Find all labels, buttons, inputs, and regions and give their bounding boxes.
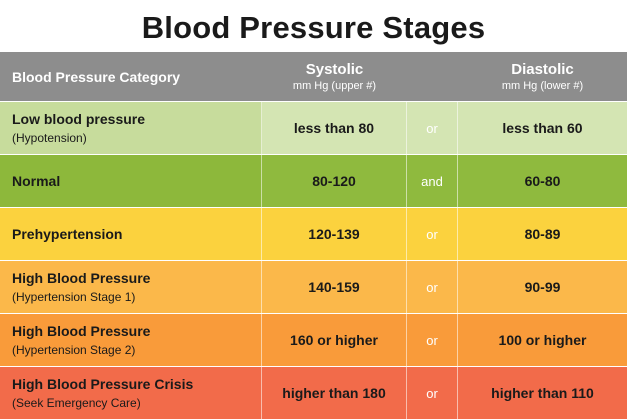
joiner-cell: and [407, 155, 458, 207]
diastolic-value: 80-89 [524, 226, 561, 242]
joiner-text: or [426, 332, 438, 348]
systolic-cell: 120-139 [262, 208, 407, 260]
category-cell: Low blood pressure (Hypotension) [0, 102, 262, 154]
header-systolic-cell: Systolic mm Hg (upper #) [262, 52, 407, 101]
category-name: Prehypertension [12, 226, 123, 242]
joiner-cell: or [407, 314, 458, 366]
header-category: Blood Pressure Category [12, 68, 181, 85]
category-cell: High Blood Pressure Crisis (Seek Emergen… [0, 367, 262, 419]
diastolic-cell: higher than 110 [458, 367, 627, 419]
header-category-cell: Blood Pressure Category [0, 52, 262, 101]
joiner-cell: or [407, 102, 458, 154]
systolic-value: 160 or higher [290, 332, 378, 348]
header-diastolic: Diastolic [511, 60, 574, 78]
systolic-value: 80-120 [312, 173, 356, 189]
category-subtitle: (Hypertension Stage 2) [12, 343, 136, 357]
page-title: Blood Pressure Stages [141, 10, 486, 45]
diastolic-value: 90-99 [524, 279, 561, 295]
systolic-cell: less than 80 [262, 102, 407, 154]
diastolic-cell: 80-89 [458, 208, 627, 260]
category-subtitle: (Hypertension Stage 1) [12, 290, 136, 304]
systolic-cell: 160 or higher [262, 314, 407, 366]
category-name: High Blood Pressure [12, 323, 151, 339]
joiner-cell: or [407, 208, 458, 260]
diastolic-value: 60-80 [524, 173, 561, 189]
header-diastolic-cell: Diastolic mm Hg (lower #) [458, 52, 627, 101]
table-row-prehypertension: Prehypertension 120-139 or 80-89 [0, 208, 627, 261]
systolic-cell: 80-120 [262, 155, 407, 207]
header-systolic-unit: mm Hg (upper #) [292, 79, 377, 92]
header-joiner-cell [407, 52, 458, 101]
joiner-cell: or [407, 261, 458, 313]
diastolic-cell: 90-99 [458, 261, 627, 313]
joiner-text: or [426, 226, 438, 242]
category-subtitle: (Seek Emergency Care) [12, 396, 141, 410]
systolic-cell: higher than 180 [262, 367, 407, 419]
category-cell: Normal [0, 155, 262, 207]
diastolic-value: less than 60 [502, 120, 583, 136]
table-header-row: Blood Pressure Category Systolic mm Hg (… [0, 52, 627, 102]
category-name: Normal [12, 173, 61, 189]
category-name: High Blood Pressure [12, 270, 151, 286]
systolic-value: 120-139 [308, 226, 360, 242]
category-subtitle: (Hypotension) [12, 131, 87, 145]
systolic-value: higher than 180 [282, 385, 386, 401]
joiner-text: or [426, 385, 438, 401]
diastolic-cell: less than 60 [458, 102, 627, 154]
table-row-crisis: High Blood Pressure Crisis (Seek Emergen… [0, 367, 627, 420]
joiner-text: and [421, 173, 443, 189]
table-row-stage1: High Blood Pressure (Hypertension Stage … [0, 261, 627, 314]
joiner-text: or [426, 279, 438, 295]
diastolic-value: 100 or higher [498, 332, 587, 348]
systolic-value: less than 80 [293, 120, 375, 136]
systolic-cell: 140-159 [262, 261, 407, 313]
table-row-normal: Normal 80-120 and 60-80 [0, 155, 627, 208]
blood-pressure-table: Blood Pressure Category Systolic mm Hg (… [0, 52, 627, 420]
diastolic-cell: 60-80 [458, 155, 627, 207]
table-row-low: Low blood pressure (Hypotension) less th… [0, 102, 627, 155]
systolic-value: 140-159 [308, 279, 360, 295]
table-row-stage2: High Blood Pressure (Hypertension Stage … [0, 314, 627, 367]
category-cell: High Blood Pressure (Hypertension Stage … [0, 261, 262, 313]
category-name: Low blood pressure [12, 111, 146, 127]
diastolic-cell: 100 or higher [458, 314, 627, 366]
joiner-text: or [426, 120, 438, 136]
category-name: High Blood Pressure Crisis [12, 376, 194, 392]
category-cell: High Blood Pressure (Hypertension Stage … [0, 314, 262, 366]
joiner-cell: or [407, 367, 458, 419]
diastolic-value: higher than 110 [491, 385, 594, 401]
category-cell: Prehypertension [0, 208, 262, 260]
header-systolic: Systolic [305, 60, 364, 78]
header-diastolic-unit: mm Hg (lower #) [501, 79, 584, 92]
